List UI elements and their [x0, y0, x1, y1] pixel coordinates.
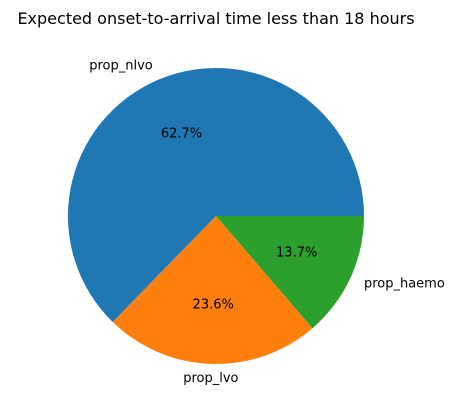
slice-percent-prop-lvo: 23.6%	[193, 297, 234, 312]
pie-slice-prop-nlvo	[68, 68, 364, 322]
chart-title: Expected onset-to-arrival time less than…	[17, 9, 414, 28]
pie-slices	[68, 68, 364, 364]
slice-percent-prop-haemo: 13.7%	[276, 246, 317, 261]
slice-label-prop-lvo: prop_lvo	[183, 371, 238, 386]
slice-percent-prop-nlvo: 62.7%	[161, 127, 202, 142]
pie-slice-prop-haemo	[216, 216, 364, 329]
slice-label-prop-nlvo: prop_nlvo	[89, 58, 153, 73]
pie-labels: prop_nlvo 62.7% prop_lvo 23.6% prop_haemo 13.…	[89, 58, 445, 386]
pie-slice-prop-lvo	[112, 216, 313, 364]
slice-label-prop-haemo: prop_haemo	[364, 276, 445, 291]
